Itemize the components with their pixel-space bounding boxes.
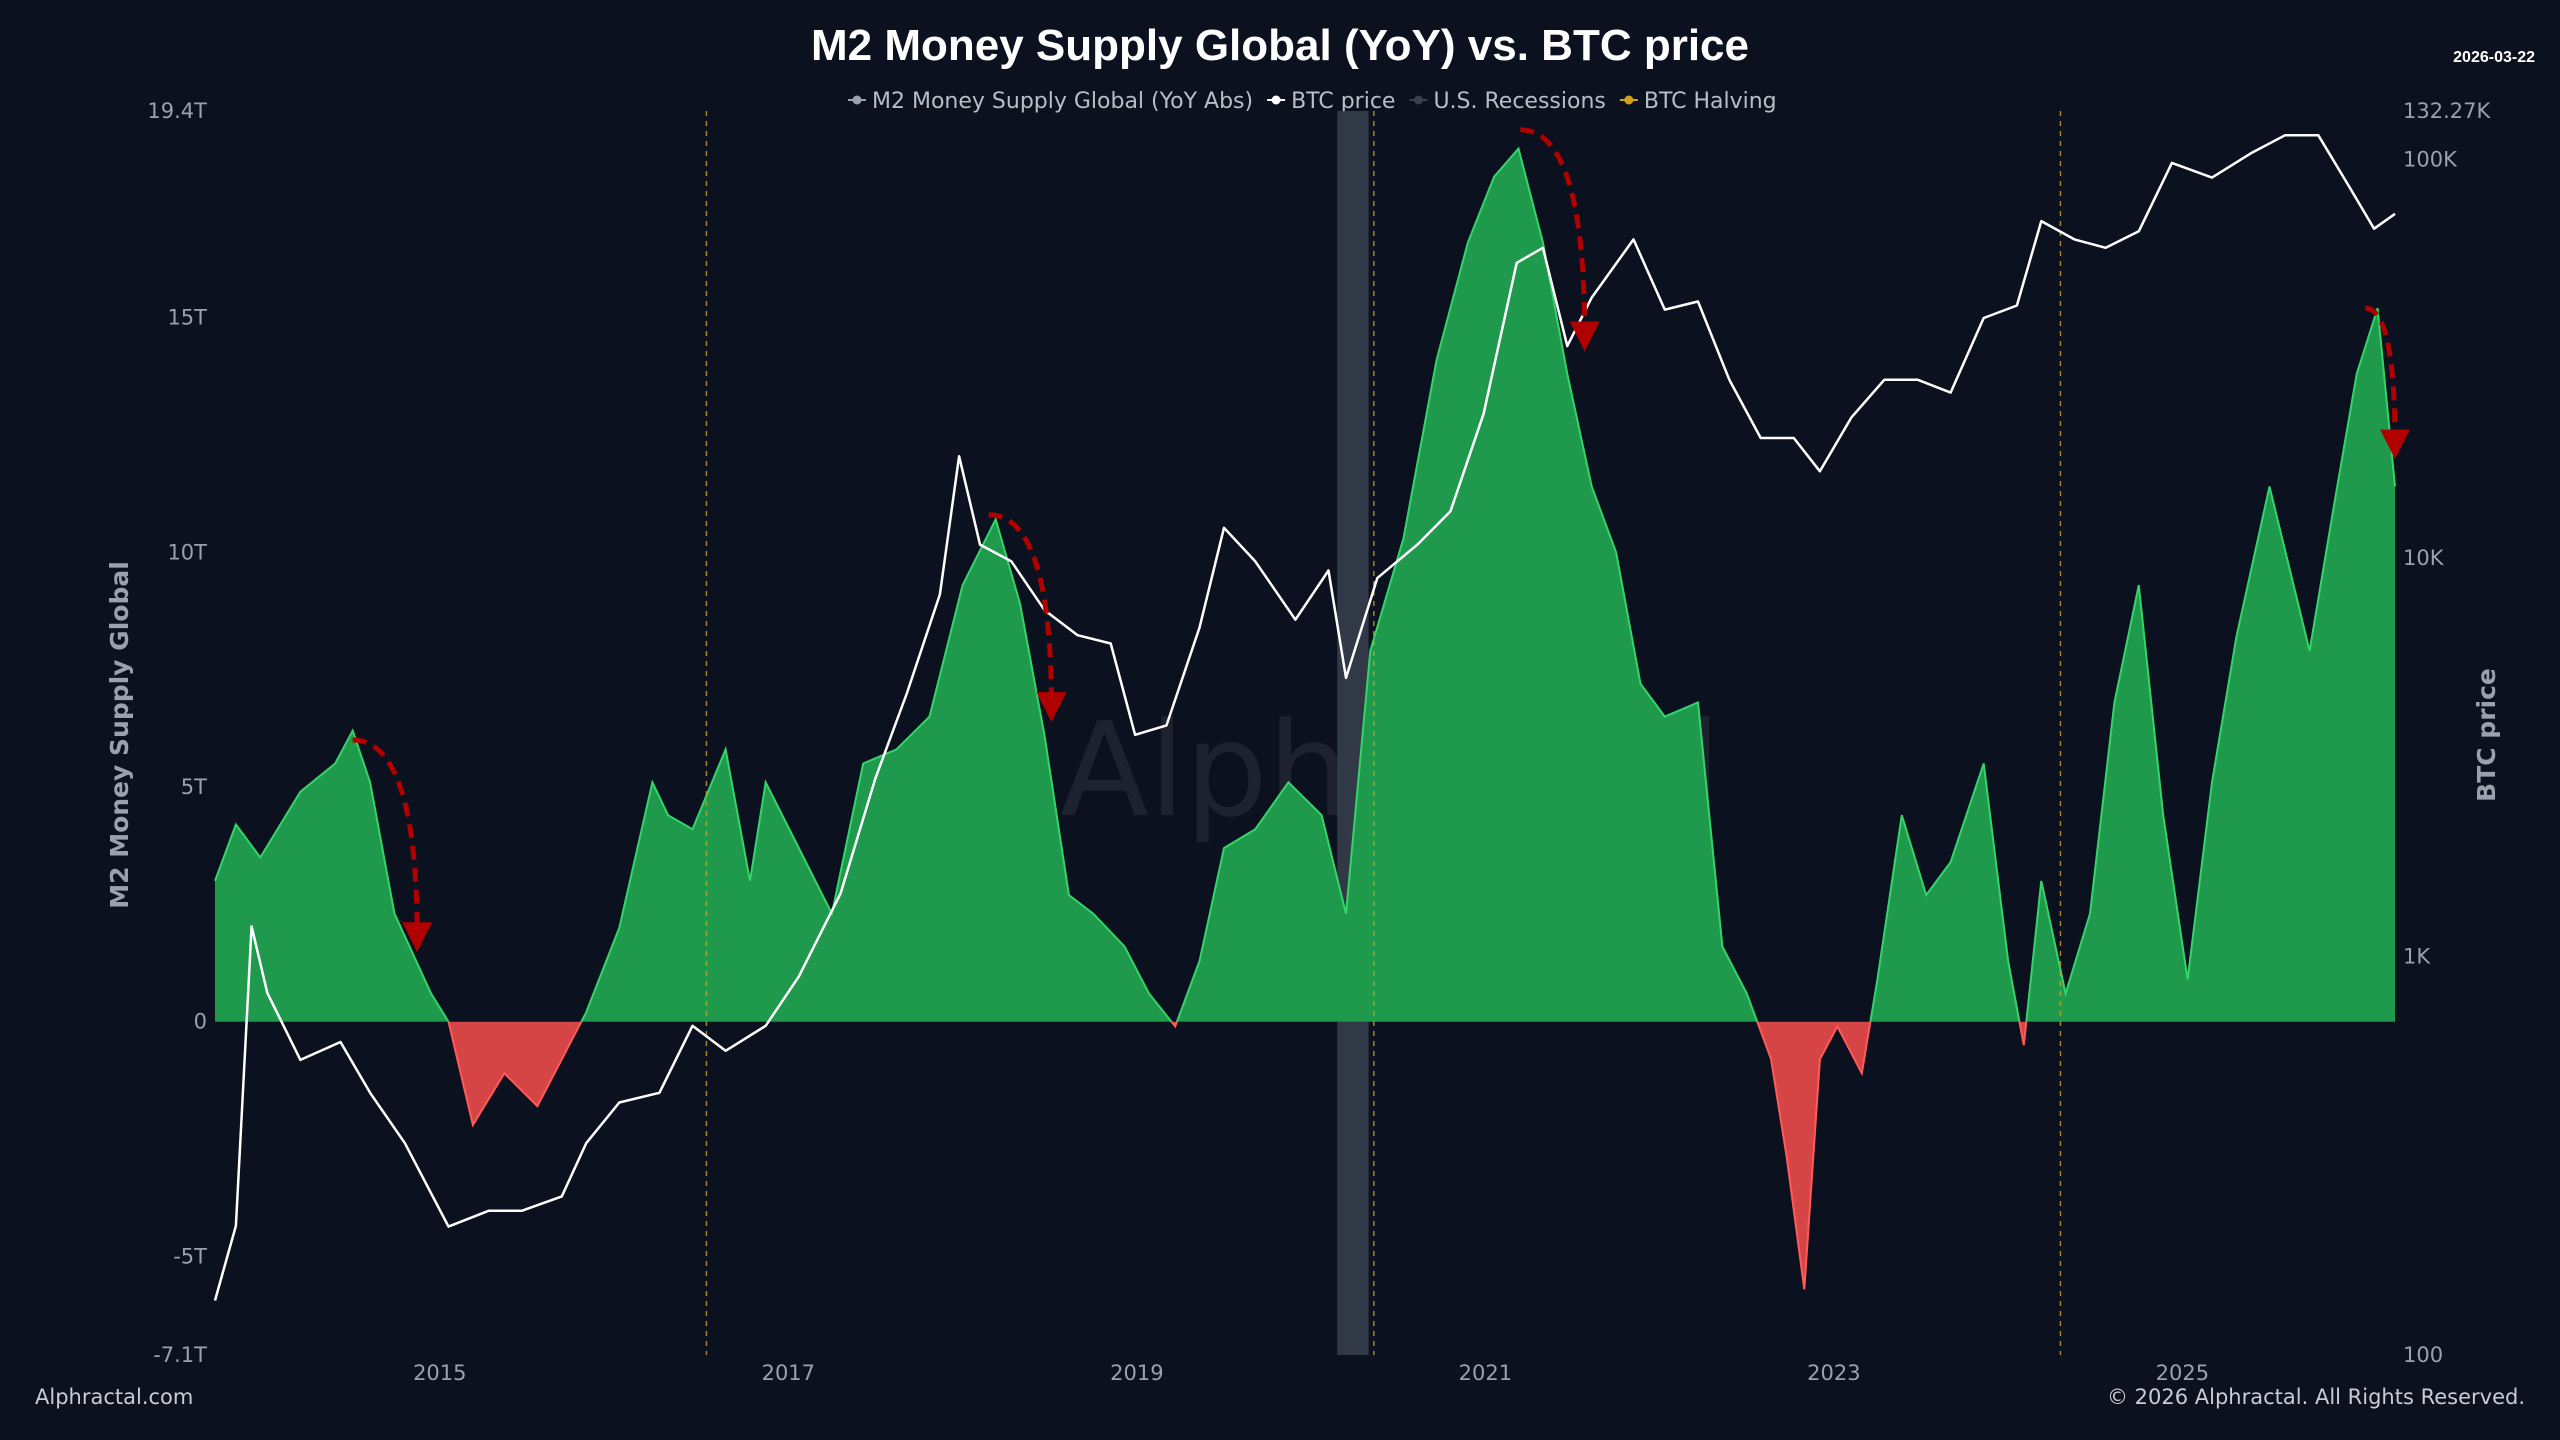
y-tick-label: 0	[194, 1010, 207, 1034]
legend-item: BTC Halving	[1619, 89, 1777, 114]
annotation-arrow	[352, 737, 433, 953]
y-tick-label: 5T	[181, 775, 207, 799]
annotations	[352, 127, 2410, 953]
x-tick-label: 2017	[762, 1361, 815, 1385]
legend-label: BTC price	[1291, 89, 1395, 114]
x-tick-label: 2015	[413, 1361, 466, 1385]
footer-copyright: © 2026 Alphractal. All Rights Reserved.	[2107, 1385, 2525, 1409]
legend: M2 Money Supply Global (YoY Abs) BTC pric…	[848, 89, 1777, 114]
y2-tick-label: 10K	[2403, 546, 2445, 570]
y-tick-label: 19.4T	[147, 99, 207, 123]
chart-title: M2 Money Supply Global (YoY) vs. BTC pri…	[811, 21, 1749, 70]
y2-tick-label: 100	[2403, 1343, 2443, 1367]
legend-label: BTC Halving	[1644, 89, 1777, 114]
annotation-arrow	[988, 512, 1067, 723]
axes: 2015 2017 2019 2021 2023 2025 19.4T 15T 10T 5T 0 -5…	[147, 99, 2491, 1385]
annotation-arrow	[2364, 305, 2410, 460]
legend-label: U.S. Recessions	[1433, 89, 1605, 114]
date-stamp: 2026-03-22	[2453, 49, 2535, 66]
btc-line	[213, 133, 2396, 1301]
legend-marker-icon	[1624, 95, 1634, 105]
legend-item: M2 Money Supply Global (YoY Abs)	[848, 89, 1253, 114]
y2-tick-label: 1K	[2403, 944, 2431, 968]
legend-marker-icon	[1413, 95, 1423, 105]
footer-site: Alphractal.com	[35, 1385, 193, 1409]
y-tick-label: -7.1T	[153, 1343, 207, 1367]
y-axis-title: M2 Money Supply Global	[105, 561, 134, 909]
x-tick-label: 2023	[1807, 1361, 1860, 1385]
x-tick-label: 2025	[2156, 1361, 2209, 1385]
m2-area	[214, 146, 2396, 1290]
y2-axis-title: BTC price	[2472, 668, 2501, 802]
y-tick-label: 10T	[167, 540, 207, 564]
x-tick-label: 2021	[1459, 1361, 1512, 1385]
y2-tick-label: 100K	[2403, 147, 2458, 171]
halving-lines	[705, 111, 2062, 1355]
legend-label: M2 Money Supply Global (YoY Abs)	[872, 89, 1253, 114]
legend-marker-icon	[852, 95, 862, 105]
x-tick-label: 2019	[1110, 1361, 1163, 1385]
y-tick-label: -5T	[173, 1244, 207, 1268]
y2-tick-label: 132.27K	[2403, 99, 2491, 123]
btc-price-line	[213, 133, 2396, 1301]
m2-positive-area	[215, 148, 2395, 1022]
m2-positive-edge	[214, 146, 2396, 1022]
legend-item: BTC price	[1267, 89, 1395, 114]
legend-marker-icon	[1271, 95, 1281, 105]
annotation-arrow	[1520, 127, 1600, 352]
legend-item: U.S. Recessions	[1409, 89, 1606, 114]
y-tick-label: 15T	[167, 306, 207, 330]
